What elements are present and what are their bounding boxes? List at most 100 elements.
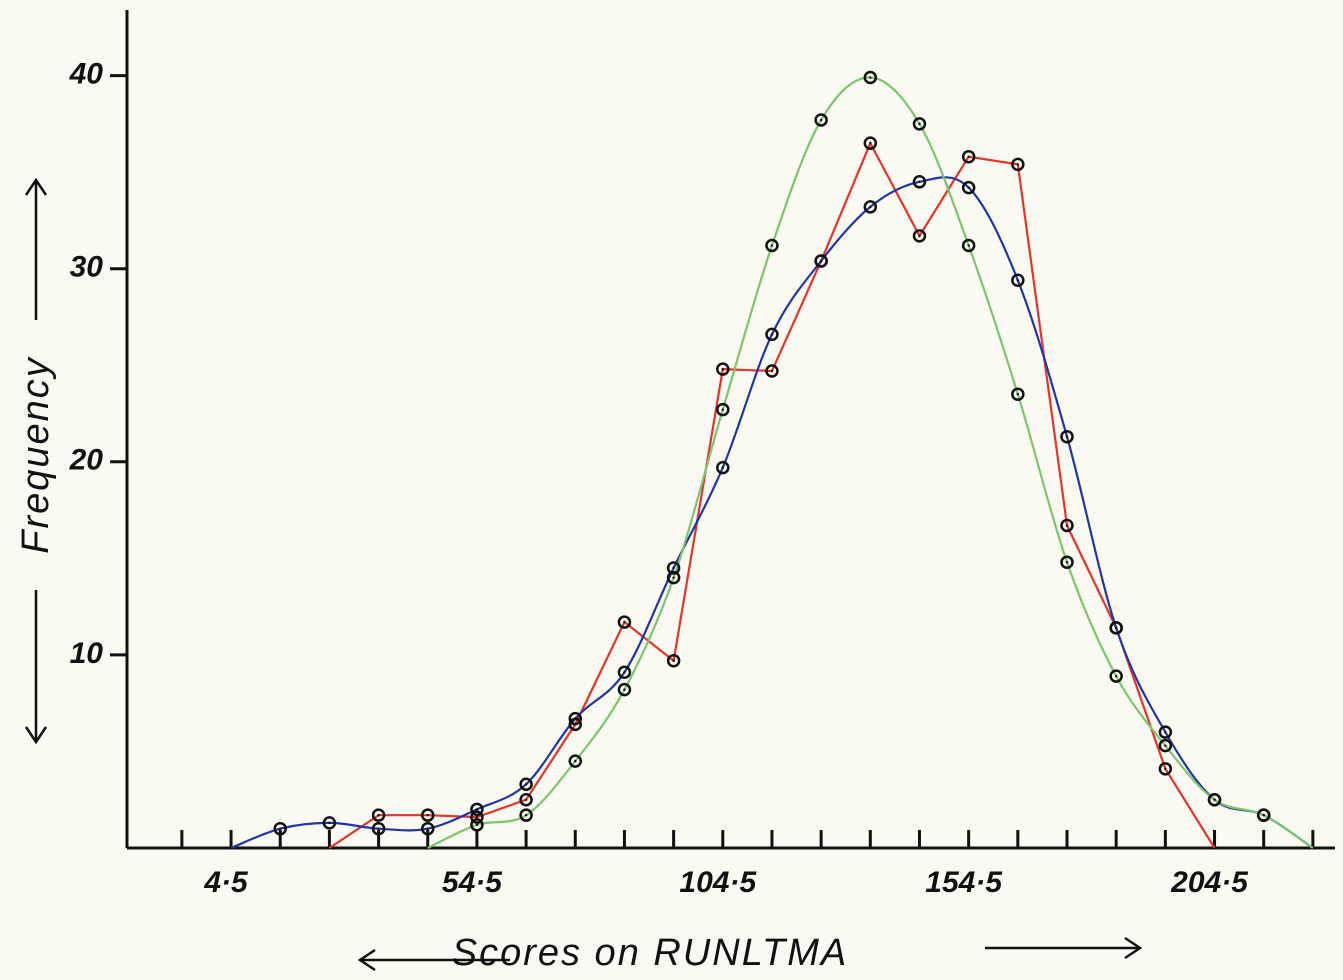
point-dot [721, 466, 724, 469]
point-dot [1065, 435, 1069, 438]
point-marker [519, 808, 533, 822]
point-dot [672, 576, 675, 579]
x-tick-label: 154·5 [925, 866, 1003, 899]
point-dot [869, 205, 872, 209]
point-marker [617, 665, 632, 680]
point-marker [961, 180, 976, 195]
y-axis-label: Frequency [15, 356, 57, 554]
point-dot [475, 815, 479, 819]
point-dot [1164, 767, 1167, 771]
point-dot [279, 827, 282, 830]
point-marker [912, 175, 927, 189]
point-marker [617, 682, 632, 697]
point-marker [814, 113, 828, 127]
point-marker [716, 362, 730, 376]
point-marker [1011, 387, 1025, 401]
point-dot [967, 244, 970, 247]
point-dot [819, 259, 823, 263]
point-dot [377, 827, 380, 830]
point-dot [770, 244, 774, 247]
point-marker [568, 754, 583, 768]
point-dot [1065, 524, 1069, 527]
point-dot [918, 122, 921, 126]
point-dot [623, 620, 626, 624]
point-dot [819, 118, 823, 122]
point-dot [869, 141, 872, 145]
point-dot [1016, 279, 1020, 282]
point-dot [869, 76, 872, 79]
point-marker [1060, 429, 1074, 444]
point-dot [574, 717, 577, 720]
point-marker [1109, 669, 1123, 683]
point-dot [475, 823, 479, 827]
point-marker [1207, 792, 1222, 807]
y-arrows [24, 177, 48, 745]
point-marker [961, 149, 976, 164]
point-marker [765, 327, 779, 342]
point-marker [617, 615, 632, 629]
point-dot [967, 186, 970, 189]
point-marker [666, 570, 681, 585]
point-marker [666, 653, 681, 668]
point-marker [666, 561, 681, 575]
point-marker [470, 818, 484, 832]
point-dot [426, 813, 429, 817]
point-marker [765, 364, 779, 378]
point-dot [1262, 813, 1265, 817]
point-dot [524, 798, 528, 801]
point-dot [918, 180, 921, 183]
point-marker [863, 70, 878, 85]
point-dot [721, 408, 724, 411]
point-dot [623, 671, 626, 674]
point-marker [1158, 725, 1173, 739]
point-dot [1016, 163, 1020, 166]
point-dot [770, 369, 774, 373]
point-marker [371, 808, 386, 822]
point-marker [765, 238, 779, 253]
point-marker [1011, 157, 1025, 172]
y-tick-label: 40 [69, 58, 104, 91]
point-dot [1164, 730, 1167, 734]
point-dot [1164, 744, 1167, 747]
point-dot [1065, 561, 1069, 564]
point-marker [1109, 621, 1123, 635]
point-marker [322, 816, 337, 830]
series-line [230, 176, 1314, 850]
point-marker [1060, 555, 1074, 569]
point-dot [1114, 674, 1118, 678]
point-marker [519, 777, 533, 792]
point-dot [672, 566, 675, 570]
point-marker [470, 810, 484, 824]
point-dot [672, 659, 675, 662]
point-dot [918, 234, 921, 238]
point-dot [1114, 626, 1118, 630]
point-dot [1213, 798, 1216, 801]
point-dot [721, 367, 724, 371]
point-marker [273, 821, 287, 836]
point-dot [770, 333, 774, 336]
point-marker [1256, 808, 1271, 822]
point-dot [524, 783, 528, 786]
point-marker [470, 802, 484, 817]
point-dot [328, 821, 331, 825]
x-tick-label: 204·5 [1170, 866, 1249, 899]
point-marker [519, 792, 533, 807]
point-marker [1158, 762, 1173, 776]
point-marker [912, 229, 927, 243]
point-dot [967, 155, 970, 158]
point-marker [1060, 518, 1074, 533]
point-marker [814, 254, 828, 268]
point-marker [863, 200, 878, 214]
x-arrows [357, 936, 1143, 972]
point-dot [377, 813, 380, 817]
point-dot [574, 759, 577, 763]
point-marker [371, 821, 386, 836]
y-tick-label: 20 [69, 444, 104, 477]
point-marker [863, 136, 878, 150]
point-marker [568, 711, 583, 726]
x-axis-label: Scores on RUNLTMA [452, 932, 849, 974]
point-marker [1011, 273, 1025, 288]
point-dot [623, 688, 626, 691]
